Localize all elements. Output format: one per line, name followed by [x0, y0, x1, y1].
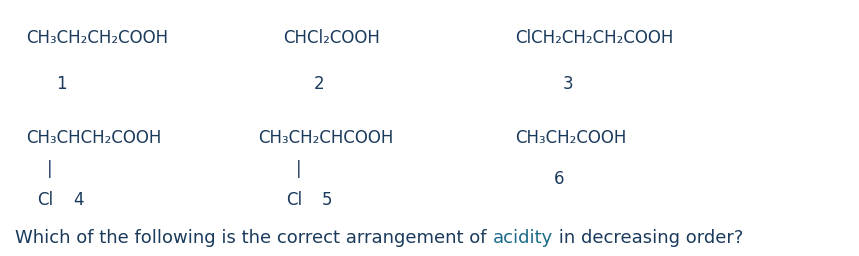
Text: CHCl₂COOH: CHCl₂COOH: [283, 29, 381, 47]
Text: CH₃CHCH₂COOH: CH₃CHCH₂COOH: [26, 129, 161, 147]
Text: |: |: [47, 160, 53, 178]
Text: ClCH₂CH₂CH₂COOH: ClCH₂CH₂CH₂COOH: [515, 29, 673, 47]
Text: acidity: acidity: [493, 229, 553, 247]
Text: 6: 6: [554, 170, 564, 188]
Text: 2: 2: [314, 76, 324, 93]
Text: CH₃CH₂CHCOOH: CH₃CH₂CHCOOH: [258, 129, 393, 147]
Text: 5: 5: [322, 191, 332, 209]
Text: Cl: Cl: [37, 191, 53, 209]
Text: CH₃CH₂CH₂COOH: CH₃CH₂CH₂COOH: [26, 29, 168, 47]
Text: 1: 1: [56, 76, 66, 93]
Text: in decreasing order?: in decreasing order?: [553, 229, 743, 247]
Text: Which of the following is the correct arrangement of: Which of the following is the correct ar…: [15, 229, 493, 247]
Text: |: |: [296, 160, 302, 178]
Text: 4: 4: [73, 191, 83, 209]
Text: 3: 3: [563, 76, 573, 93]
Text: CH₃CH₂COOH: CH₃CH₂COOH: [515, 129, 627, 147]
Text: Cl: Cl: [286, 191, 302, 209]
